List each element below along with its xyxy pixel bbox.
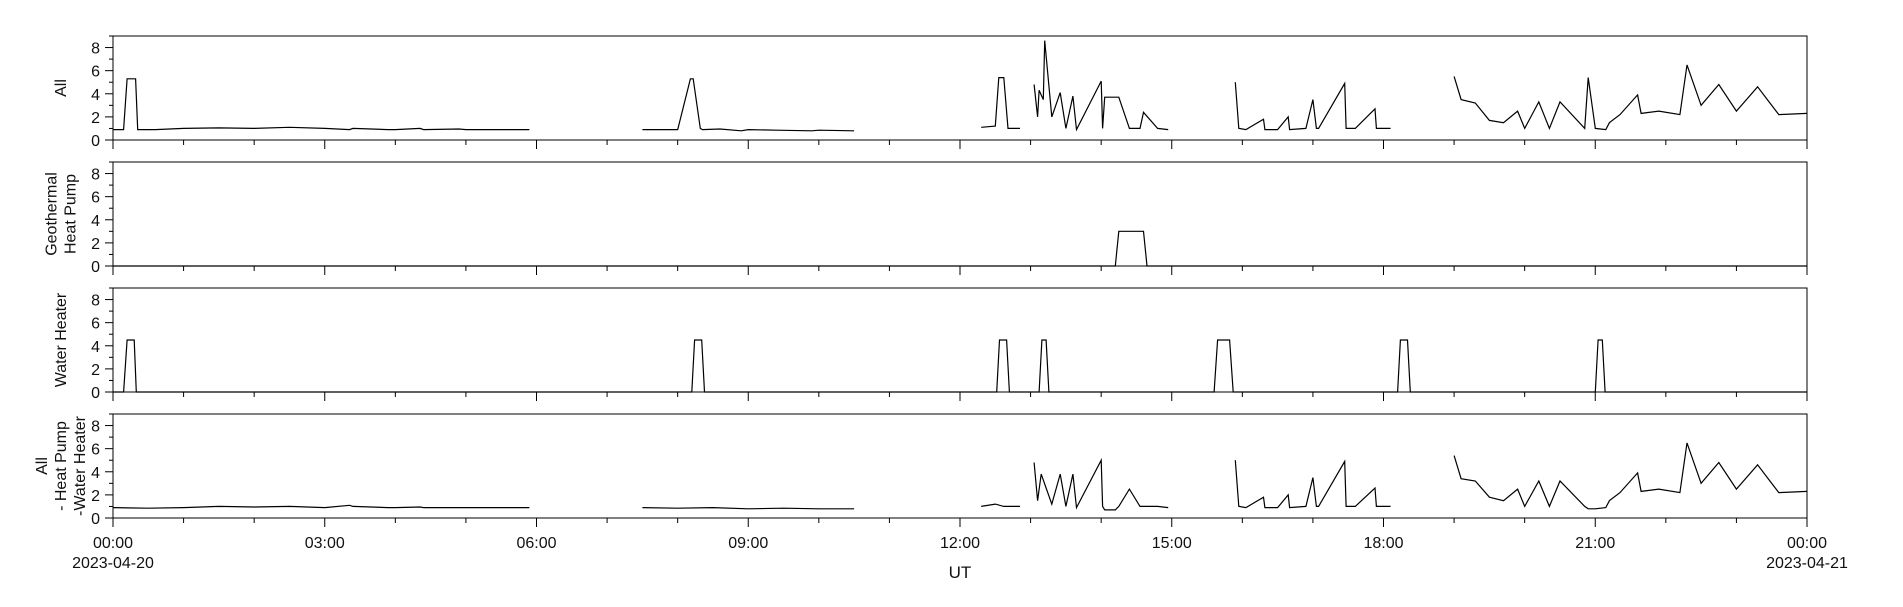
series-line-4 xyxy=(112,442,1808,511)
y-tick-label: 2 xyxy=(91,362,100,379)
y-tick-label: 2 xyxy=(91,110,100,127)
y-tick-label: 8 xyxy=(91,419,100,436)
y-tick-label: 4 xyxy=(91,339,100,356)
x-tick-label: 12:00 xyxy=(940,535,980,552)
plot-frame-4 xyxy=(112,413,1808,519)
x-tick-label: 00:00 xyxy=(1787,535,1827,552)
y-tick-label: 8 xyxy=(91,167,100,184)
y-tick-label: 8 xyxy=(91,293,100,310)
x-tick-label: 15:00 xyxy=(1152,535,1192,552)
plot-frame-2 xyxy=(112,161,1808,267)
panel-ylabel: -Water Heater xyxy=(72,415,89,516)
y-tick-label: 6 xyxy=(91,442,100,459)
panel-ylabel: Water Heater xyxy=(53,292,70,387)
x-axis-label: UT xyxy=(949,563,972,582)
y-tick-label: 8 xyxy=(91,41,100,58)
x-tick-label: 21:00 xyxy=(1575,535,1615,552)
x-tick-label: 03:00 xyxy=(305,535,345,552)
panel-ylabel: - Heat Pump xyxy=(53,421,70,511)
y-tick-label: 6 xyxy=(91,316,100,333)
x-tick-label: 09:00 xyxy=(728,535,768,552)
series-line-3 xyxy=(113,339,1807,393)
series-line-1 xyxy=(113,40,1808,132)
x-tick-label: 00:00 xyxy=(93,535,133,552)
y-tick-label: 0 xyxy=(91,259,100,276)
y-tick-label: 6 xyxy=(91,190,100,207)
panel-ylabel: All xyxy=(53,79,70,97)
y-tick-label: 0 xyxy=(91,385,100,402)
x-tick-label: 18:00 xyxy=(1363,535,1403,552)
y-tick-label: 4 xyxy=(91,87,100,104)
x-date-label-end: 2023-04-21 xyxy=(1766,555,1848,572)
y-tick-label: 2 xyxy=(91,488,100,505)
y-tick-label: 4 xyxy=(91,465,100,482)
y-tick-label: 4 xyxy=(91,213,100,230)
plot-frame-1 xyxy=(112,35,1808,141)
y-tick-label: 6 xyxy=(91,64,100,81)
series-line-2 xyxy=(113,230,1807,267)
x-date-label-start: 2023-04-20 xyxy=(72,555,154,572)
plot-frame-3 xyxy=(112,287,1808,393)
x-tick-label: 06:00 xyxy=(516,535,556,552)
panel-ylabel: Heat Pump xyxy=(63,174,80,254)
y-tick-label: 0 xyxy=(91,511,100,528)
panel-ylabel: All xyxy=(34,457,51,475)
y-tick-label: 2 xyxy=(91,236,100,253)
y-tick-label: 0 xyxy=(91,133,100,150)
panel-ylabel: Geothermal xyxy=(44,172,61,256)
